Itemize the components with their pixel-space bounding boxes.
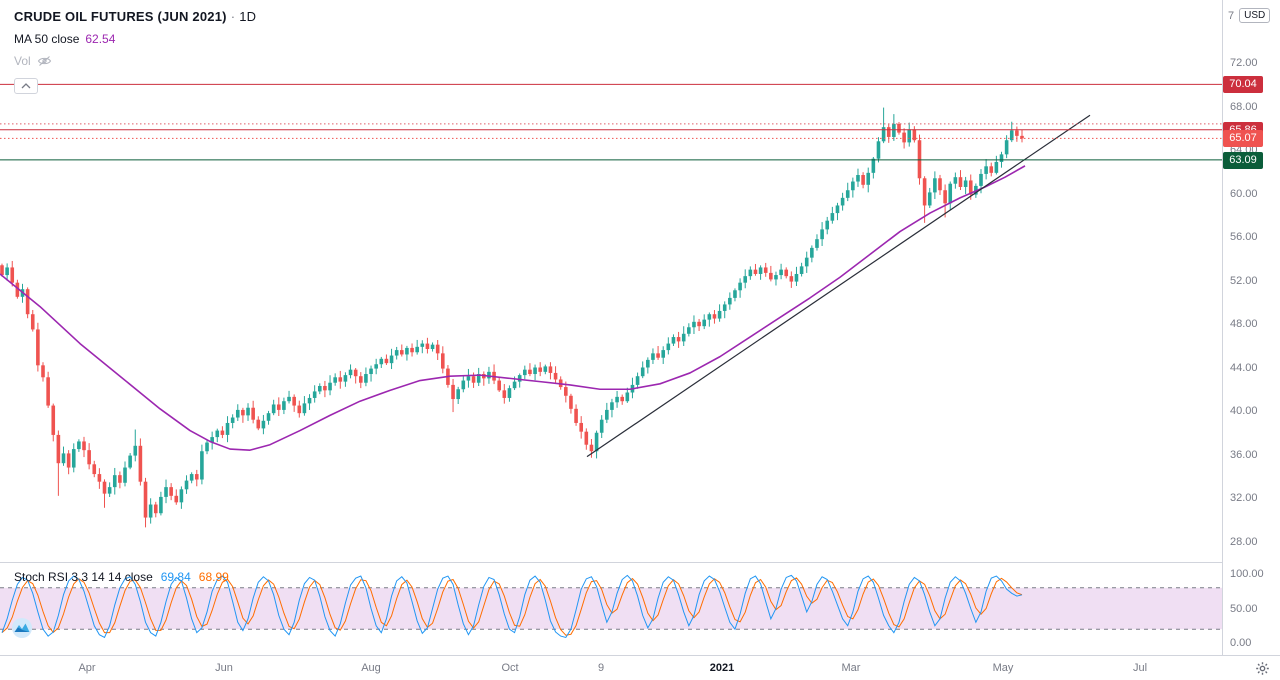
stoch-rsi-pane[interactable]	[0, 563, 1222, 655]
title-separator: ·	[230, 9, 236, 24]
stoch-k-value: 69.84	[160, 570, 191, 584]
collapse-pane-button[interactable]	[14, 78, 38, 94]
time-axis-label: 9	[597, 662, 605, 674]
ma-value: 62.54	[85, 32, 116, 46]
currency-toggle-button[interactable]: USD	[1239, 8, 1271, 23]
price-axis-label: 72.00	[1230, 57, 1258, 69]
scale-digit: 7	[1228, 9, 1235, 22]
time-axis-label: Aug	[361, 662, 381, 674]
price-axis-label: 52.00	[1230, 274, 1258, 287]
price-axis-label: 36.00	[1230, 448, 1258, 461]
price-axis-label: 44.00	[1230, 361, 1258, 374]
timeframe-label[interactable]: 1D	[239, 9, 257, 24]
time-axis-label: Jun	[215, 662, 233, 674]
candlestick-chart[interactable]	[0, 0, 1222, 562]
stoch-rsi-legend[interactable]: Stoch RSI 3 3 14 14 close 69.84 68.99	[14, 570, 229, 584]
price-axis-label: 48.00	[1230, 318, 1258, 330]
stoch-rsi-chart[interactable]	[0, 563, 1222, 655]
chevron-up-icon	[21, 83, 31, 89]
price-axis-label: 40.00	[1230, 405, 1258, 417]
price-axis-label: 60.00	[1230, 187, 1258, 200]
price-level-badge[interactable]: 65.07	[1223, 130, 1263, 148]
chart-legend: CRUDE OIL FUTURES (JUN 2021) · 1D MA 50 cl…	[14, 9, 256, 94]
price-axis-label: 56.00	[1230, 231, 1258, 243]
stoch-d-value: 68.99	[198, 570, 229, 584]
main-chart-pane[interactable]	[0, 0, 1222, 562]
volume-legend-row[interactable]: Vol	[14, 54, 256, 68]
price-axis[interactable]: 7 USD 72.00 68.00 64.00 60.00 56.00 52.00 48.0…	[1222, 0, 1280, 655]
time-axis-label: Oct	[501, 662, 519, 674]
symbol-title[interactable]: CRUDE OIL FUTURES (JUN 2021)	[14, 9, 227, 24]
time-axis[interactable]: Apr Jun Aug Oct 9 2021 Mar May Jul	[0, 655, 1280, 680]
pane-separator[interactable]	[0, 562, 1280, 563]
time-axis-label: Apr	[78, 662, 96, 674]
settings-gear-icon[interactable]	[1255, 661, 1270, 676]
ma-label: MA 50 close	[14, 32, 80, 46]
price-scale-header: 7 USD	[1228, 8, 1271, 23]
ma-legend-row[interactable]: MA 50 close 62.54	[14, 32, 256, 46]
time-axis-label: May	[992, 662, 1014, 674]
stoch-axis-label: 100.00	[1230, 568, 1264, 580]
stoch-rsi-label: Stoch RSI 3 3 14 14 close	[14, 570, 153, 584]
price-level-badge[interactable]: 70.04	[1223, 76, 1263, 94]
price-axis-label: 68.00	[1230, 100, 1258, 113]
symbol-title-row[interactable]: CRUDE OIL FUTURES (JUN 2021) · 1D	[14, 9, 256, 24]
price-axis-label: 28.00	[1230, 535, 1258, 548]
time-axis-label: 2021	[709, 662, 735, 674]
indicator-logo-icon[interactable]	[11, 617, 33, 639]
stoch-axis-label: 50.00	[1230, 602, 1258, 615]
time-axis-label: Mar	[841, 662, 861, 674]
price-axis-label: 32.00	[1230, 492, 1258, 504]
stoch-axis-label: 0.00	[1230, 637, 1252, 649]
price-level-badge[interactable]: 63.09	[1223, 151, 1263, 169]
volume-label: Vol	[14, 54, 31, 68]
time-axis-label: Jul	[1132, 662, 1148, 674]
visibility-off-icon[interactable]	[37, 55, 52, 67]
